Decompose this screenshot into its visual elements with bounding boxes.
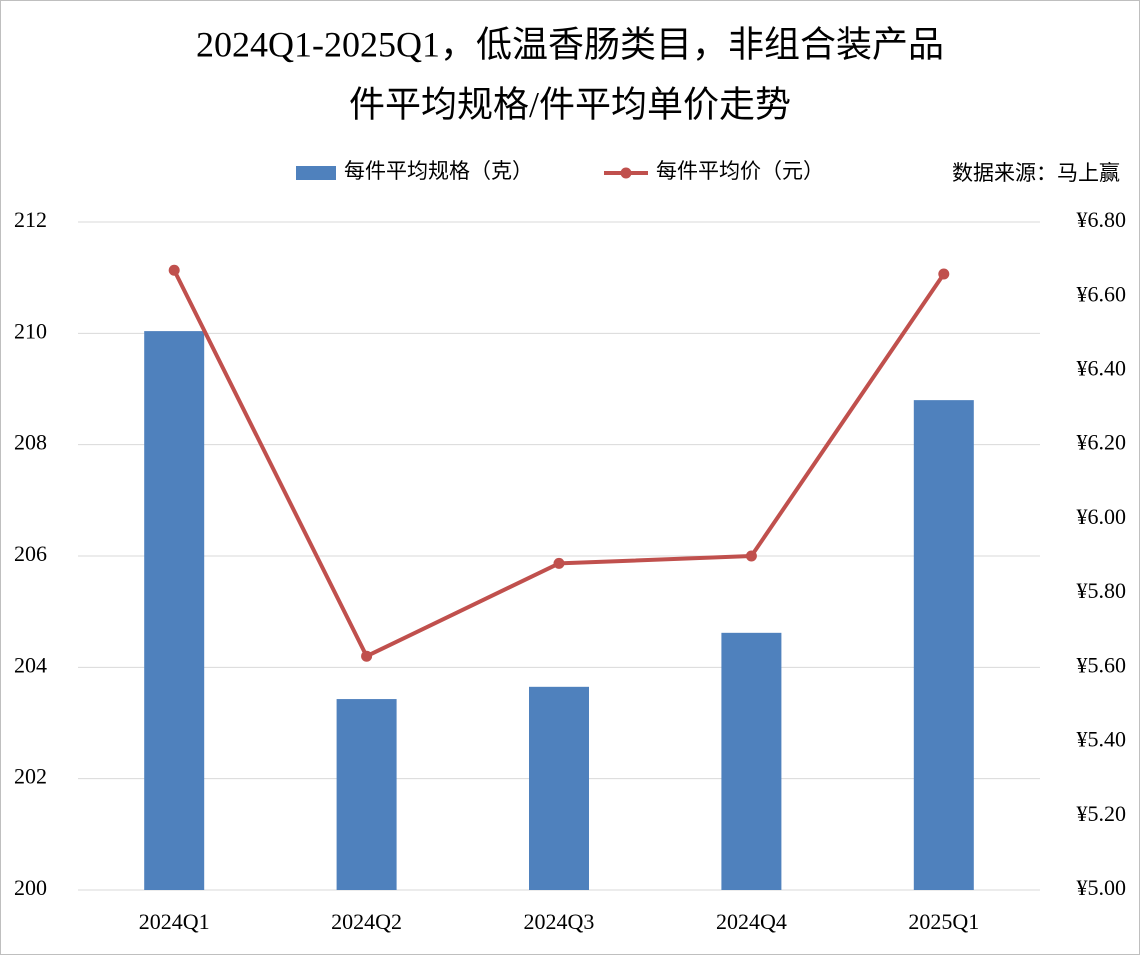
legend-label: 每件平均规格（克） <box>344 159 533 183</box>
x-tick-label: 2024Q3 <box>524 909 595 934</box>
bar <box>144 331 205 890</box>
x-tick-label: 2024Q1 <box>139 909 210 934</box>
y2-tick-label: ¥6.20 <box>1077 430 1127 455</box>
y2-tick-label: ¥5.00 <box>1077 875 1127 900</box>
line-point <box>553 557 565 569</box>
y2-tick-label: ¥6.00 <box>1077 504 1127 529</box>
line-point <box>745 550 757 562</box>
source-note: 数据来源：马上赢 <box>952 161 1120 185</box>
chart-title: 2024Q1-2025Q1，低温香肠类目，非组合装产品 <box>196 24 944 64</box>
bar <box>913 400 974 890</box>
x-tick-label: 2025Q1 <box>908 909 979 934</box>
line-point <box>361 650 373 662</box>
line-point <box>168 264 180 276</box>
y-tick-label: 202 <box>14 764 47 789</box>
bar <box>721 632 782 890</box>
y2-tick-label: ¥5.20 <box>1077 801 1127 826</box>
legend-swatch <box>620 167 632 179</box>
y-tick-label: 206 <box>14 541 47 566</box>
chart-title: 件平均规格/件平均单价走势 <box>349 84 791 124</box>
y2-tick-label: ¥6.80 <box>1077 207 1127 232</box>
y-tick-label: 208 <box>14 430 47 455</box>
y-tick-label: 210 <box>14 318 47 343</box>
y2-tick-label: ¥6.60 <box>1077 281 1127 306</box>
y2-tick-label: ¥5.60 <box>1077 652 1127 677</box>
y2-tick-label: ¥5.80 <box>1077 578 1127 603</box>
x-tick-label: 2024Q4 <box>716 909 787 934</box>
line-point <box>938 268 950 280</box>
legend-swatch <box>296 166 336 180</box>
y2-tick-label: ¥6.40 <box>1077 355 1127 380</box>
x-tick-label: 2024Q2 <box>331 909 402 934</box>
bar <box>529 686 589 890</box>
y-tick-label: 204 <box>14 652 47 677</box>
y2-tick-label: ¥5.40 <box>1077 727 1127 752</box>
y-tick-label: 200 <box>14 875 47 900</box>
bar <box>336 699 397 890</box>
y-tick-label: 212 <box>14 207 47 232</box>
legend-label: 每件平均价（元） <box>656 159 824 183</box>
